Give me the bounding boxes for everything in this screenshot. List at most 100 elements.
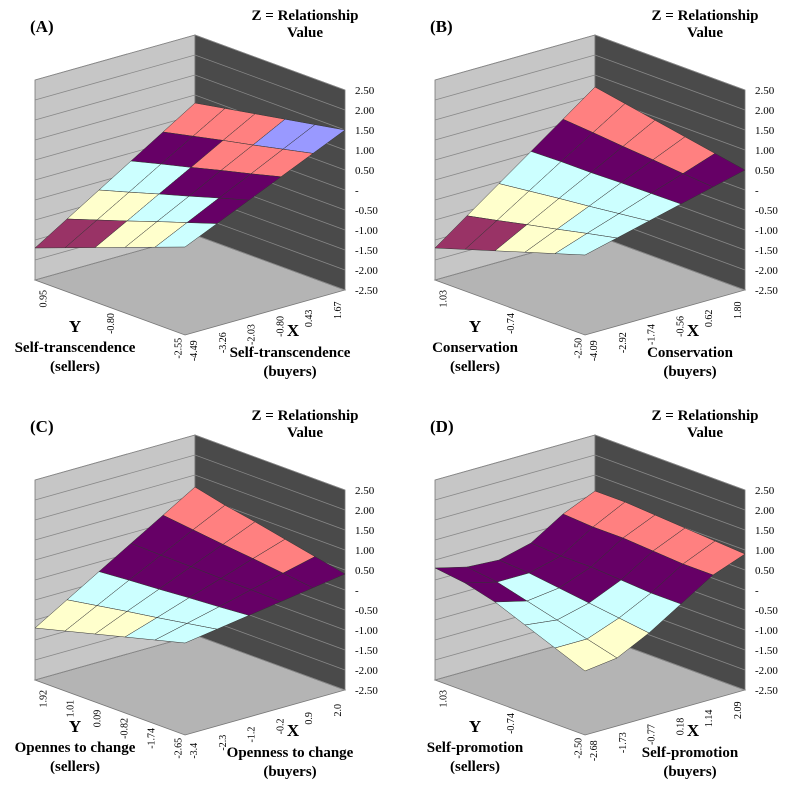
z-tick-label: -1.50	[755, 245, 778, 257]
grid-line	[34, 454, 346, 511]
panel-label: (B)	[430, 17, 453, 36]
z-title: Z = Relationship	[252, 8, 359, 24]
x-tick-label: -2.92	[618, 332, 629, 353]
y-axis-title: (sellers)	[50, 759, 100, 775]
z-tick-label: -2.50	[755, 685, 778, 697]
z-tick-label: 0.50	[755, 165, 775, 177]
z-tick-label: 1.50	[355, 125, 375, 137]
y-axis-title: (sellers)	[450, 759, 500, 775]
z-tick-label: -1.50	[355, 245, 378, 257]
z-tick-label: 0.50	[355, 565, 375, 577]
x-tick-label: -1.2	[247, 727, 258, 743]
y-axis-letter: Y	[69, 317, 81, 336]
surface-patch	[554, 638, 618, 672]
z-tick-label: 1.00	[755, 145, 775, 157]
grid-line	[34, 474, 346, 531]
grid-line	[434, 434, 746, 491]
x-tick-label: 1.14	[704, 710, 715, 728]
z-tick-label: -0.50	[355, 605, 378, 617]
x-axis-title: Openness to change	[227, 745, 354, 761]
x-axis-title: (buyers)	[263, 764, 316, 780]
z-tick-label: 1.50	[355, 525, 375, 537]
x-tick-label: -4.49	[189, 340, 200, 361]
z-tick-label: -2.50	[355, 285, 378, 297]
x-tick-label: 0.62	[704, 310, 715, 328]
grid-line	[34, 74, 346, 131]
grid-line	[434, 54, 746, 111]
x-axis-title: (buyers)	[263, 364, 316, 380]
panel: -2.50-2.00-1.50-1.00-0.50-0.501.001.502.…	[427, 408, 779, 780]
z-tick-label: 2.50	[355, 85, 375, 97]
grid-line	[434, 454, 746, 511]
panel: -2.50-2.00-1.50-1.00-0.50-0.501.001.502.…	[15, 8, 379, 380]
surface-patch	[154, 222, 218, 248]
z-tick-label: -0.50	[355, 205, 378, 217]
x-axis-letter: X	[287, 721, 300, 740]
grid-line	[34, 34, 346, 91]
x-tick-label: 2.09	[733, 702, 744, 720]
x-tick-label: -3.26	[218, 332, 229, 353]
y-tick-label: -2.50	[574, 738, 585, 759]
panel-label: (D)	[430, 417, 454, 436]
y-tick-label: 1.92	[39, 690, 50, 708]
y-tick-label: -2.50	[574, 338, 585, 359]
z-tick-label: 2.50	[355, 485, 375, 497]
z-tick-label: 0.50	[755, 565, 775, 577]
x-axis-letter: X	[287, 321, 300, 340]
z-title: Z = Relationship	[252, 408, 359, 424]
y-axis-title: (sellers)	[450, 359, 500, 375]
z-tick-label: -	[355, 185, 359, 197]
x-tick-label: 1.67	[333, 302, 344, 320]
z-tick-label: -	[755, 585, 759, 597]
y-axis-title: Conservation	[432, 340, 518, 356]
z-tick-label: -2.00	[355, 665, 378, 677]
z-tick-label: 2.00	[755, 105, 775, 117]
z-tick-label: -1.00	[755, 225, 778, 237]
z-tick-label: -2.00	[755, 265, 778, 277]
y-axis-letter: Y	[69, 717, 81, 736]
z-tick-label: 0.50	[355, 165, 375, 177]
z-tick-label: 1.00	[755, 545, 775, 557]
z-title: Z = Relationship	[652, 8, 759, 24]
y-tick-label: 0.09	[93, 710, 104, 728]
z-tick-label: -2.50	[755, 285, 778, 297]
y-tick-label: -0.82	[120, 718, 131, 739]
z-title: Value	[287, 425, 323, 441]
y-tick-label: -0.80	[106, 313, 117, 334]
x-tick-label: -1.74	[647, 324, 658, 345]
y-tick-label: 0.95	[39, 290, 50, 308]
z-tick-label: 2.00	[355, 105, 375, 117]
grid-line	[434, 34, 746, 91]
panel-label: (A)	[30, 17, 54, 36]
y-tick-label: -2.55	[174, 338, 185, 359]
grid-line	[34, 434, 346, 491]
surface-patch	[554, 233, 618, 256]
z-tick-label: -2.00	[355, 265, 378, 277]
y-axis-letter: Y	[469, 317, 481, 336]
z-title: Z = Relationship	[652, 408, 759, 424]
y-tick-label: 1.03	[439, 690, 450, 708]
z-tick-label: -	[355, 585, 359, 597]
x-axis-letter: X	[687, 321, 700, 340]
y-tick-label: -0.74	[506, 713, 517, 734]
z-tick-label: -1.50	[355, 645, 378, 657]
x-tick-label: 1.80	[733, 302, 744, 320]
surface-patch	[154, 623, 218, 644]
x-tick-label: -1.73	[618, 732, 629, 753]
x-tick-label: -3.4	[189, 743, 200, 759]
z-tick-label: -1.00	[355, 625, 378, 637]
z-tick-label: 2.00	[755, 505, 775, 517]
y-tick-label: -0.74	[506, 313, 517, 334]
grid-line	[434, 74, 746, 131]
y-axis-title: (sellers)	[50, 359, 100, 375]
x-tick-label: -4.09	[589, 340, 600, 361]
z-title: Value	[687, 425, 723, 441]
x-axis-letter: X	[687, 721, 700, 740]
z-tick-label: 2.50	[755, 85, 775, 97]
z-tick-label: -0.50	[755, 205, 778, 217]
z-title: Value	[687, 25, 723, 41]
z-tick-label: 1.00	[355, 145, 375, 157]
z-tick-label: 1.50	[755, 525, 775, 537]
z-tick-label: 2.00	[355, 505, 375, 517]
